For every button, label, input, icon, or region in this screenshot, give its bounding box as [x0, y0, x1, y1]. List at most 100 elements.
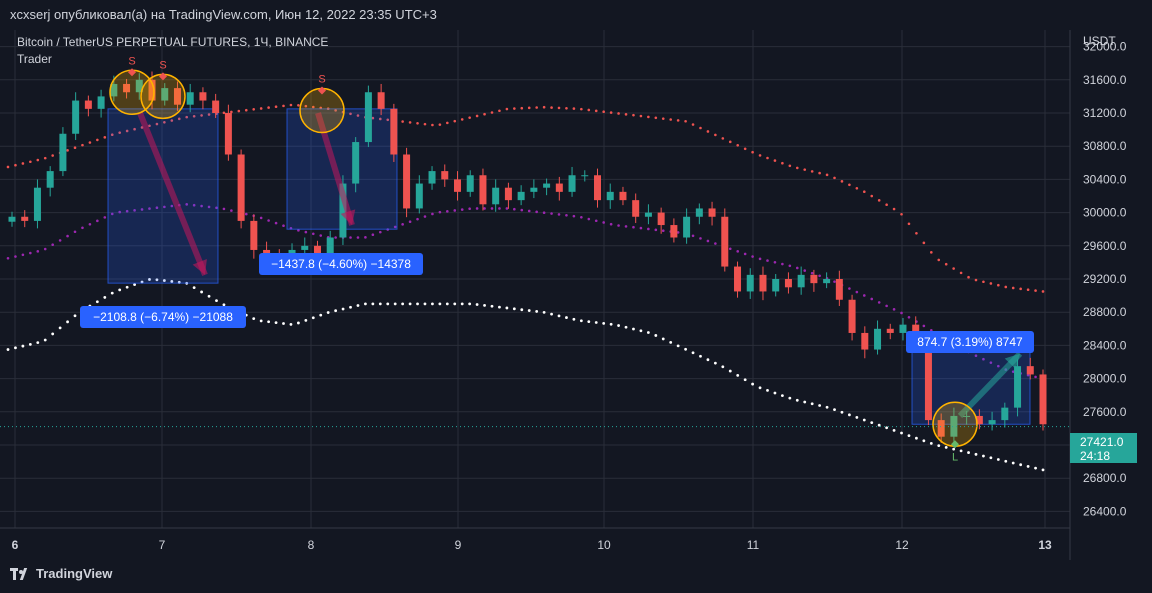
lower-band-dot [944, 445, 948, 449]
pnl-label-1-bg [80, 306, 246, 328]
lower-band-dot [959, 449, 963, 453]
candle-body [683, 216, 691, 238]
upper-band-dot [453, 119, 457, 123]
lower-band-dot [289, 322, 293, 326]
middle-band-dot [550, 212, 553, 215]
candle-body [594, 175, 602, 201]
lower-band-dot [259, 319, 263, 323]
upper-band-dot [848, 183, 851, 187]
candle [517, 185, 525, 206]
lower-band-dot [996, 458, 1000, 461]
middle-band-dot [527, 209, 531, 213]
lower-band-dot [110, 291, 114, 295]
candle [950, 407, 958, 445]
middle-band-dot [974, 354, 978, 358]
y-tick-label: 30400.0 [1083, 172, 1127, 186]
candle-body [415, 183, 423, 209]
middle-band-dot [460, 208, 464, 211]
middle-band-dot [513, 207, 516, 211]
candle-body [823, 279, 831, 284]
middle-band-dot [930, 328, 933, 332]
middle-band-dot [408, 220, 412, 224]
pnl-label-2-bg [259, 253, 423, 275]
lower-band-dot [460, 302, 464, 306]
lower-band-dot [1011, 461, 1015, 465]
lower-band-dot [192, 286, 196, 290]
footer-brand[interactable]: TradingView [10, 566, 112, 581]
middle-band-dot [133, 209, 136, 212]
signal-marker-letter: S [318, 74, 325, 86]
candle [848, 294, 856, 341]
upper-band-dot [267, 106, 270, 109]
upper-band-dot [185, 115, 189, 119]
upper-band-dot [587, 108, 591, 112]
upper-band-dot [222, 111, 226, 115]
price-chart[interactable]: S S S L −2108.8 (−6.74%) −21088 −1437.8 (−4.6… [0, 30, 1152, 560]
middle-band-dot [140, 208, 144, 211]
candle [441, 164, 449, 187]
upper-band-dot [982, 280, 985, 284]
candle [835, 270, 843, 306]
lower-band-dot [512, 307, 516, 311]
candle [899, 318, 907, 341]
lower-band-dot [780, 394, 784, 397]
lower-band-dot [982, 454, 985, 458]
position-boxes [107, 108, 1031, 425]
lower-band-dot [453, 302, 457, 306]
upper-band-dot [230, 110, 233, 114]
middle-band-dot [647, 227, 650, 231]
middle-band-dot [29, 251, 32, 255]
upper-band-dot [788, 164, 792, 168]
bar-countdown: 24:18 [1080, 449, 1111, 463]
candle [1001, 402, 1009, 428]
candle-body [874, 328, 882, 350]
candle-body [21, 216, 29, 221]
upper-band-dot [1026, 288, 1030, 292]
upper-band-dot [647, 115, 650, 119]
annotation-layer: S S S L −2108.8 (−6.74%) −21088 −1437.8 (−4.6… [0, 55, 1070, 463]
lower-band-dot [319, 313, 323, 317]
y-tick-label: 27600.0 [1083, 405, 1127, 419]
candle [403, 147, 411, 218]
lower-band-dot [356, 304, 360, 307]
x-tick-label: 11 [747, 538, 760, 552]
lower-band-dot [974, 452, 978, 456]
upper-band-dot [66, 149, 69, 152]
x-tick-label: 13 [1038, 538, 1052, 552]
lower-band-dot [371, 302, 375, 306]
middle-band-dot [691, 234, 695, 238]
candle-body [186, 92, 194, 105]
lower-band-dot [870, 421, 874, 425]
lower-band-dot [252, 317, 256, 320]
y-tick-label: 28400.0 [1083, 338, 1127, 352]
middle-band-dot [833, 280, 836, 283]
lower-band-dot [788, 396, 792, 400]
upper-band-dot [922, 241, 926, 245]
lower-band-dot [51, 332, 55, 336]
middle-band-dot [632, 225, 635, 229]
chart-area[interactable]: S S S L −2108.8 (−6.74%) −21088 −1437.8 (−4.6… [0, 30, 1152, 560]
upper-band-dot [259, 107, 263, 110]
candle [199, 87, 207, 110]
lower-band-dot [661, 337, 665, 341]
short-arrow-2 [315, 112, 355, 226]
candle [632, 193, 640, 223]
candle-body [975, 415, 983, 425]
currency-label: USDT [1083, 34, 1116, 48]
upper-band-dot [803, 168, 807, 171]
y-tick-label: 29600.0 [1083, 239, 1127, 253]
y-tick-label: 26800.0 [1083, 471, 1127, 485]
candle-body [632, 200, 640, 217]
lower-band-dot [967, 451, 970, 454]
lower-band-dot [133, 283, 136, 287]
upper-band-dot [1004, 285, 1008, 289]
upper-band-dot [96, 138, 99, 142]
lower-band-dot [952, 447, 956, 451]
candle [453, 171, 461, 201]
lower-band-dot [386, 302, 390, 306]
short-position-1 [107, 108, 219, 284]
signal-marker-letter: L [952, 451, 958, 463]
lower-band-dot [795, 398, 799, 402]
pnl-label-3: 874.7 (3.19%) 8747 [906, 331, 1034, 353]
upper-band-dot [177, 117, 181, 121]
